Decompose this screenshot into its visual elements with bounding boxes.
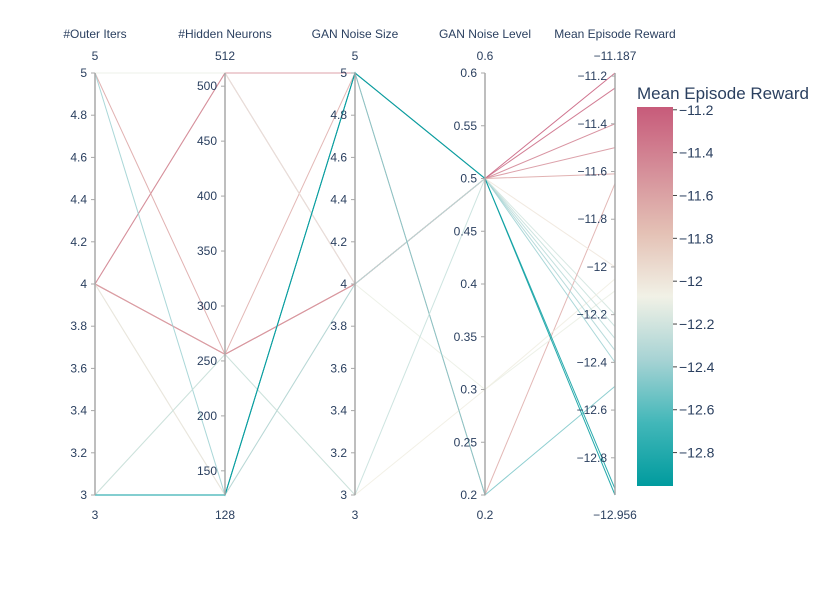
colorbar-tick-label: −12.4 bbox=[679, 359, 715, 375]
axis-tick-label: −11.2 bbox=[578, 69, 608, 83]
axis-max-label: 5 bbox=[92, 49, 99, 63]
axis-tick-label: 4.6 bbox=[330, 150, 347, 164]
axis-tick-label: −12.8 bbox=[577, 451, 608, 465]
axis-tick-label: 4.8 bbox=[70, 108, 87, 122]
axis-3[interactable]: GAN Noise Level 0.6 0.20.2 0.25 0.3 0.35 0.4 0.… bbox=[439, 27, 531, 522]
axis-min-label: 128 bbox=[215, 508, 235, 522]
axis-tick-label: −11.8 bbox=[578, 212, 608, 226]
axis-tick-label: 0.6 bbox=[460, 66, 477, 80]
axis-tick-label: 3.8 bbox=[70, 319, 87, 333]
axis-tick-label: 0.35 bbox=[454, 330, 478, 344]
axis-title: Mean Episode Reward bbox=[554, 27, 675, 41]
axis-tick-label: 0.5 bbox=[460, 172, 477, 186]
axis-tick-label: 250 bbox=[197, 354, 217, 368]
axis-tick-label: 0.45 bbox=[454, 224, 478, 238]
colorbar-tick-label: −12.6 bbox=[679, 402, 715, 418]
axis-max-label: 512 bbox=[215, 49, 235, 63]
axis-tick-label: −12.2 bbox=[577, 308, 608, 322]
axis-tick-label: 150 bbox=[197, 464, 217, 478]
colorbar-gradient bbox=[637, 107, 673, 486]
axis-tick-label: 350 bbox=[197, 244, 217, 258]
axis-tick-label: 4.2 bbox=[330, 235, 347, 249]
axis-tick-label: −11.4 bbox=[578, 117, 608, 131]
axis-0[interactable]: #Outer Iters 5 33 3.2 3.4 3.6 3.8 4 4.2 4.4 4.6 4.8… bbox=[63, 27, 126, 522]
colorbar-tick-label: −12.8 bbox=[679, 445, 715, 461]
colorbar: Mean Episode Reward −12.8 −12.6 −12.4 −12.2… bbox=[637, 84, 809, 486]
axis-tick-label: −12.6 bbox=[577, 403, 608, 417]
axis-tick-label: 3 bbox=[340, 488, 347, 502]
axis-tick-label: 0.25 bbox=[454, 435, 478, 449]
axis-max-label: 0.6 bbox=[477, 49, 494, 63]
axis-tick-label: 0.3 bbox=[460, 383, 477, 397]
axis-title: #Outer Iters bbox=[63, 27, 126, 41]
axis-tick-label: 3 bbox=[80, 488, 87, 502]
axis-min-label: 3 bbox=[352, 508, 359, 522]
axis-min-label: 0.2 bbox=[477, 508, 494, 522]
axis-title: #Hidden Neurons bbox=[178, 27, 271, 41]
colorbar-tick-label: −11.8 bbox=[679, 230, 714, 246]
axis-tick-label: 4 bbox=[80, 277, 87, 291]
axis-tick-label: 500 bbox=[197, 79, 217, 93]
axis-tick-label: −11.6 bbox=[578, 165, 608, 179]
axis-tick-label: 4 bbox=[340, 277, 347, 291]
axis-max-label: −11.187 bbox=[594, 49, 637, 63]
axis-tick-label: 4.2 bbox=[70, 235, 87, 249]
axis-tick-label: 4.4 bbox=[70, 193, 87, 207]
axes-layer: #Outer Iters5333.23.43.63.844.24.44.64.8… bbox=[63, 27, 675, 522]
axis-tick-label: 0.4 bbox=[460, 277, 477, 291]
axis-tick-label: 5 bbox=[80, 66, 87, 80]
axis-tick-label: −12 bbox=[587, 260, 608, 274]
axis-min-label: 3 bbox=[92, 508, 99, 522]
axis-title: GAN Noise Size bbox=[312, 27, 399, 41]
axis-tick-label: −12.4 bbox=[577, 355, 608, 369]
axis-tick-label: 400 bbox=[197, 189, 217, 203]
axis-tick-label: 0.55 bbox=[454, 119, 478, 133]
colorbar-tick-label: −11.6 bbox=[679, 187, 714, 203]
colorbar-tick-label: −11.4 bbox=[679, 145, 714, 161]
axis-4[interactable]: Mean Episode Reward −11.187 −12.956 −12.8 −1… bbox=[554, 27, 675, 522]
axis-tick-label: 0.2 bbox=[460, 488, 477, 502]
axis-max-label: 5 bbox=[352, 49, 359, 63]
axis-tick-label: 300 bbox=[197, 299, 217, 313]
axis-tick-label: 4.6 bbox=[70, 150, 87, 164]
axis-tick-label: 3.8 bbox=[330, 319, 347, 333]
axis-1[interactable]: #Hidden Neurons 512 128 150 200 250 300 350 400 4… bbox=[178, 27, 271, 522]
axis-tick-label: 3.6 bbox=[330, 361, 347, 375]
axis-tick-label: 4.4 bbox=[330, 193, 347, 207]
axis-tick-label: 3.6 bbox=[70, 361, 87, 375]
axis-tick-label: 3.4 bbox=[330, 404, 347, 418]
axis-tick-label: 4.8 bbox=[330, 108, 347, 122]
axis-tick-label: 3.4 bbox=[70, 404, 87, 418]
axis-min-label: −12.956 bbox=[593, 508, 637, 522]
axis-tick-label: 5 bbox=[340, 66, 347, 80]
colorbar-tick-label: −12 bbox=[679, 273, 703, 289]
colorbar-tick-label: −12.2 bbox=[679, 316, 715, 332]
colorbar-title: Mean Episode Reward bbox=[637, 84, 809, 103]
colorbar-tick-label: −11.2 bbox=[679, 102, 714, 118]
axis-tick-label: 3.2 bbox=[330, 446, 347, 460]
axis-title: GAN Noise Level bbox=[439, 27, 531, 41]
axis-tick-label: 450 bbox=[197, 134, 217, 148]
axis-2[interactable]: GAN Noise Size 5 33 3.2 3.4 3.6 3.8 4 4.2 4.4 4.6 4… bbox=[312, 27, 399, 522]
axis-tick-label: 3.2 bbox=[70, 446, 87, 460]
axis-tick-label: 200 bbox=[197, 409, 217, 423]
